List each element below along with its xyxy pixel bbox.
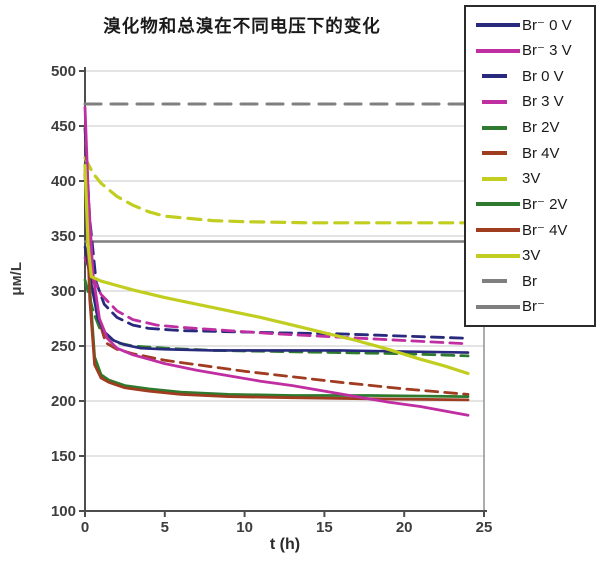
legend-swatch-line bbox=[482, 279, 507, 284]
y-tick-label-400: 400 bbox=[51, 173, 76, 190]
legend-label: Br bbox=[522, 272, 537, 290]
legend-label: Br 4V bbox=[522, 144, 560, 162]
legend-item-2: Br 0 V bbox=[474, 65, 592, 87]
legend-item-8: Br⁻ 4V bbox=[474, 219, 592, 241]
series-line-6-3V bbox=[83, 156, 470, 225]
y-tick-label-150: 150 bbox=[51, 448, 76, 465]
legend-swatch-line bbox=[476, 228, 520, 232]
series-line-0-Br⁻-0-V bbox=[83, 245, 470, 354]
y-tick-label-200: 200 bbox=[51, 393, 76, 410]
chart-title: 溴化物和总溴在不同电压下的变化 bbox=[103, 16, 381, 36]
legend-item-6: 3V bbox=[474, 168, 592, 190]
x-tick-label-5: 5 bbox=[161, 519, 169, 536]
y-tick-label-450: 450 bbox=[51, 118, 76, 135]
legend-swatch-line bbox=[482, 99, 507, 104]
legend-item-9: 3V bbox=[474, 245, 592, 267]
legend-item-10: Br bbox=[474, 270, 592, 292]
legend-item-3: Br 3 V bbox=[474, 91, 592, 113]
y-tick-label-300: 300 bbox=[51, 283, 76, 300]
legend-label: Br⁻ 4V bbox=[522, 221, 568, 239]
legend-swatch-line bbox=[482, 74, 507, 79]
series-line-8-Br⁻-4V bbox=[83, 168, 470, 402]
x-axis-label: t (h) bbox=[269, 536, 301, 553]
legend-swatch-line bbox=[482, 151, 507, 156]
legend-swatch-line bbox=[476, 48, 520, 53]
legend-label: Br 0 V bbox=[522, 67, 564, 85]
legend: Br⁻ 0 V Br⁻ 3 V Br 0 V Br 3 V Br 2V Br 4V 3V Br… bbox=[464, 5, 596, 327]
legend-label: Br 2V bbox=[522, 119, 560, 136]
legend-item-5: Br 4V bbox=[474, 142, 592, 164]
series-line-3-Br-3-V bbox=[83, 256, 470, 346]
y-tick-label-350: 350 bbox=[51, 228, 76, 245]
series-line-5-Br-4V bbox=[83, 174, 470, 396]
legend-label: Br⁻ 3 V bbox=[522, 42, 572, 60]
legend-item-4: Br 2V bbox=[474, 117, 592, 139]
series-line-9-3V bbox=[83, 164, 470, 376]
legend-label: Br 3 V bbox=[522, 93, 564, 111]
legend-item-7: Br⁻ 2V bbox=[474, 193, 592, 215]
x-tick-label-25: 25 bbox=[476, 519, 493, 536]
series-line-7-Br⁻-2V bbox=[83, 163, 470, 399]
legend-swatch-line bbox=[482, 125, 507, 130]
x-tick-label-15: 15 bbox=[316, 519, 333, 536]
x-tick-label-10: 10 bbox=[236, 519, 253, 536]
series-line-2-Br-0-V bbox=[83, 126, 470, 340]
legend-swatch-line bbox=[476, 304, 520, 309]
legend-item-11: Br⁻ bbox=[474, 296, 592, 318]
legend-label: 3V bbox=[522, 170, 541, 188]
legend-swatch-line bbox=[476, 202, 520, 207]
x-tick-label-0: 0 bbox=[81, 519, 89, 536]
y-tick-label-500: 500 bbox=[51, 63, 76, 80]
legend-item-1: Br⁻ 3 V bbox=[474, 40, 592, 62]
legend-swatch-line bbox=[476, 23, 520, 27]
legend-label: Br⁻ 2V bbox=[522, 195, 568, 213]
y-tick-label-100: 100 bbox=[51, 503, 76, 520]
legend-swatch-line bbox=[482, 176, 507, 181]
x-tick-label-20: 20 bbox=[396, 519, 413, 536]
legend-item-0: Br⁻ 0 V bbox=[474, 14, 592, 36]
legend-label: Br⁻ bbox=[522, 298, 545, 316]
legend-label: 3V bbox=[522, 247, 541, 265]
y-tick-label-250: 250 bbox=[51, 338, 76, 355]
series-line-1-Br⁻-3-V bbox=[83, 105, 470, 417]
legend-label: Br⁻ 0 V bbox=[522, 16, 572, 34]
legend-swatch-line bbox=[476, 253, 520, 258]
